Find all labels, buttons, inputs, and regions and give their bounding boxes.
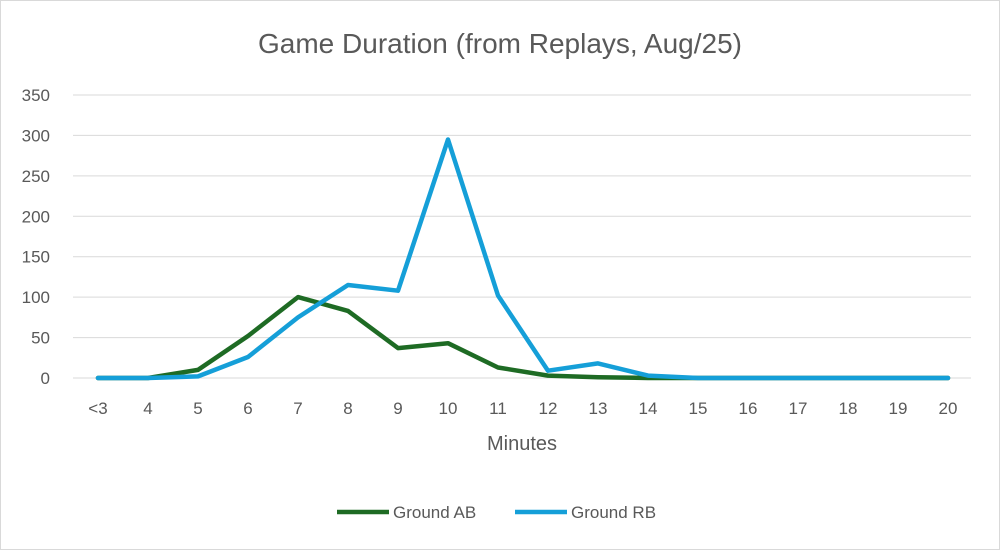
- x-tick-label: 8: [343, 399, 352, 418]
- y-tick-label: 250: [22, 167, 50, 186]
- series-line-ground-rb: [95, 137, 951, 381]
- x-tick-label: 18: [839, 399, 858, 418]
- y-tick-label: 150: [22, 248, 50, 267]
- x-tick-label: 5: [193, 399, 202, 418]
- x-axis-title: Minutes: [487, 433, 557, 455]
- x-tick-label: <3: [88, 399, 107, 418]
- chart-title: Game Duration (from Replays, Aug/25): [258, 28, 742, 59]
- legend-label: Ground RB: [571, 503, 656, 522]
- y-axis-ticks: 0 50 100 150 200 250 300 350: [22, 86, 50, 388]
- y-tick-label: 100: [22, 288, 50, 307]
- x-tick-label: 7: [293, 399, 302, 418]
- series-lines: [95, 137, 951, 381]
- x-tick-label: 17: [789, 399, 808, 418]
- y-tick-label: 300: [22, 126, 50, 145]
- y-tick-label: 50: [31, 329, 50, 348]
- y-tick-label: 200: [22, 207, 50, 226]
- x-tick-label: 12: [539, 399, 558, 418]
- y-tick-label: 0: [41, 369, 50, 388]
- x-tick-label: 10: [439, 399, 458, 418]
- x-axis-ticks: <3 4 5 6 7 8 9 10 11 12 13 14 15 16 17 18 19 20: [88, 399, 957, 418]
- x-tick-label: 13: [589, 399, 608, 418]
- x-tick-label: 15: [689, 399, 708, 418]
- x-tick-label: 4: [143, 399, 152, 418]
- legend: Ground AB Ground RB: [337, 503, 656, 522]
- x-tick-label: 19: [889, 399, 908, 418]
- x-tick-label: 16: [739, 399, 758, 418]
- x-tick-label: 6: [243, 399, 252, 418]
- x-tick-label: 14: [639, 399, 658, 418]
- legend-label: Ground AB: [393, 503, 476, 522]
- x-tick-label: 20: [939, 399, 958, 418]
- y-tick-label: 350: [22, 86, 50, 105]
- x-tick-label: 11: [489, 399, 507, 418]
- x-tick-label: 9: [393, 399, 402, 418]
